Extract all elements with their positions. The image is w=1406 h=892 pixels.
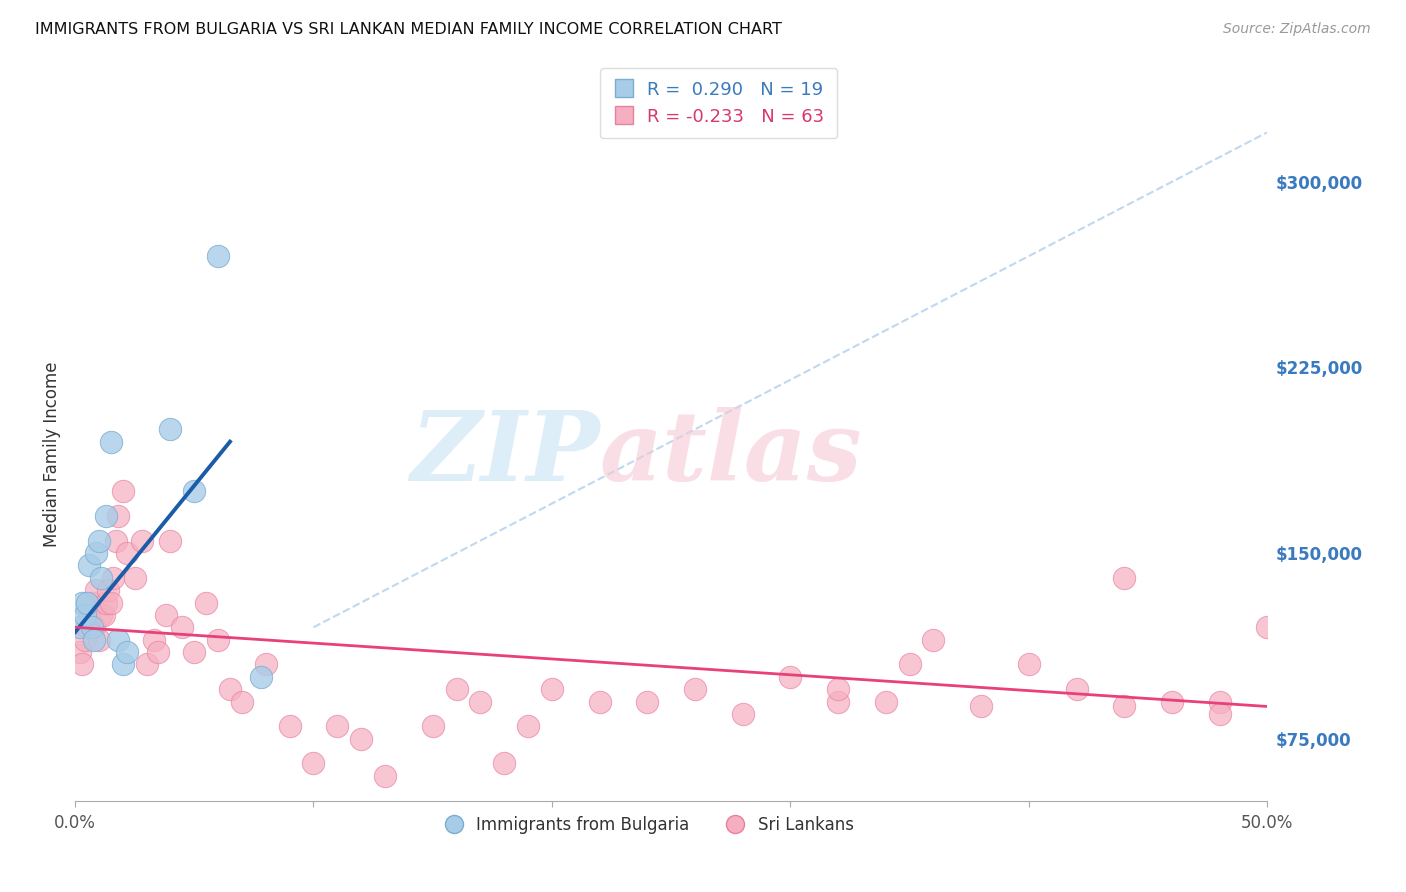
Point [76,595,98,609]
Point [422,719,444,733]
Point [87,632,110,647]
Point [90,571,112,585]
Point [195,595,218,609]
Point [135,657,157,672]
Point [111,657,134,672]
Text: ZIP: ZIP [411,407,599,501]
Point [207,632,229,647]
Point [107,632,129,647]
Point [111,484,134,499]
Point [104,533,127,548]
Text: Source: ZipAtlas.com: Source: ZipAtlas.com [1223,22,1371,37]
Point [80,595,103,609]
Point [875,694,897,708]
Point [83,620,105,634]
Point [779,670,801,684]
Point [83,632,105,647]
Point [970,699,993,714]
Point [107,508,129,523]
Point [100,434,122,449]
Point [1208,706,1230,721]
Point [1114,571,1136,585]
Point [117,645,139,659]
Point [86,546,108,560]
Point [131,533,153,548]
Point [183,645,205,659]
Point [73,607,96,622]
Point [350,731,373,746]
Point [1018,657,1040,672]
Point [148,645,170,659]
Point [1161,694,1184,708]
Point [117,546,139,560]
Point [90,607,112,622]
Point [172,620,194,634]
Point [142,632,165,647]
Point [1208,694,1230,708]
Point [86,583,108,598]
Point [470,694,492,708]
Point [79,607,101,622]
Point [683,682,706,697]
Point [124,571,146,585]
Point [70,657,93,672]
Point [93,607,115,622]
Point [731,706,754,721]
Point [159,422,181,436]
Point [97,583,120,598]
Point [101,571,124,585]
Legend: R =  0.290   N = 19, R = -0.233   N = 63: R = 0.290 N = 19, R = -0.233 N = 63 [600,68,837,138]
Point [87,533,110,548]
Point [70,595,93,609]
Point [207,249,229,263]
Point [636,694,658,708]
Point [326,719,349,733]
Point [827,694,849,708]
Point [219,682,242,697]
Point [1066,682,1088,697]
Point [159,533,181,548]
Point [100,595,122,609]
Point [254,657,277,672]
Point [517,719,540,733]
Text: atlas: atlas [599,407,862,501]
Point [374,769,396,783]
Y-axis label: Median Family Income: Median Family Income [44,361,60,547]
Point [94,595,117,609]
Point [69,620,91,634]
Point [79,558,101,573]
Point [69,645,91,659]
Point [898,657,921,672]
Point [231,694,253,708]
Point [155,607,177,622]
Point [588,694,610,708]
Point [827,682,849,697]
Point [250,670,273,684]
Text: IMMIGRANTS FROM BULGARIA VS SRI LANKAN MEDIAN FAMILY INCOME CORRELATION CHART: IMMIGRANTS FROM BULGARIA VS SRI LANKAN M… [35,22,782,37]
Point [494,756,516,771]
Point [278,719,301,733]
Point [94,508,117,523]
Point [541,682,564,697]
Point [446,682,468,697]
Point [1256,620,1278,634]
Point [183,484,205,499]
Point [302,756,325,771]
Point [80,620,103,634]
Point [922,632,945,647]
Point [76,620,98,634]
Point [1114,699,1136,714]
Point [73,632,96,647]
